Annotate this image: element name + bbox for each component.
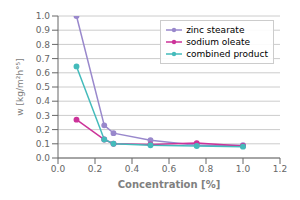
- svg-text:1.0: 1.0: [236, 164, 251, 174]
- svg-text:1.0: 1.0: [36, 11, 51, 21]
- svg-text:0.7: 0.7: [36, 54, 50, 64]
- svg-text:0.4: 0.4: [125, 164, 140, 174]
- svg-text:0.8: 0.8: [199, 164, 214, 174]
- svg-text:0.5: 0.5: [36, 82, 50, 92]
- svg-text:0.6: 0.6: [36, 68, 51, 78]
- svg-text:0.8: 0.8: [36, 40, 51, 50]
- svg-text:0.2: 0.2: [36, 125, 50, 135]
- html-text:zinc stearate: zinc stearate: [186, 25, 245, 35]
- html-text:sodium oleate: sodium oleate: [186, 37, 250, 47]
- svg-text:0.0: 0.0: [51, 164, 66, 174]
- svg-text:Concentration [%]: Concentration [%]: [118, 179, 220, 190]
- svg-text:0.6: 0.6: [162, 164, 177, 174]
- svg-text:0.1: 0.1: [36, 139, 50, 149]
- svg-text:w [kg/m²h°⁵]: w [kg/m²h°⁵]: [15, 58, 25, 115]
- svg-text:1.2: 1.2: [273, 164, 287, 174]
- svg-text:0.4: 0.4: [36, 96, 51, 106]
- svg-text:0.3: 0.3: [36, 111, 50, 121]
- svg-text:0.9: 0.9: [36, 25, 51, 35]
- svg-text:0.2: 0.2: [88, 164, 102, 174]
- html-text:combined product: combined product: [186, 49, 268, 59]
- svg-text:0.0: 0.0: [36, 153, 51, 163]
